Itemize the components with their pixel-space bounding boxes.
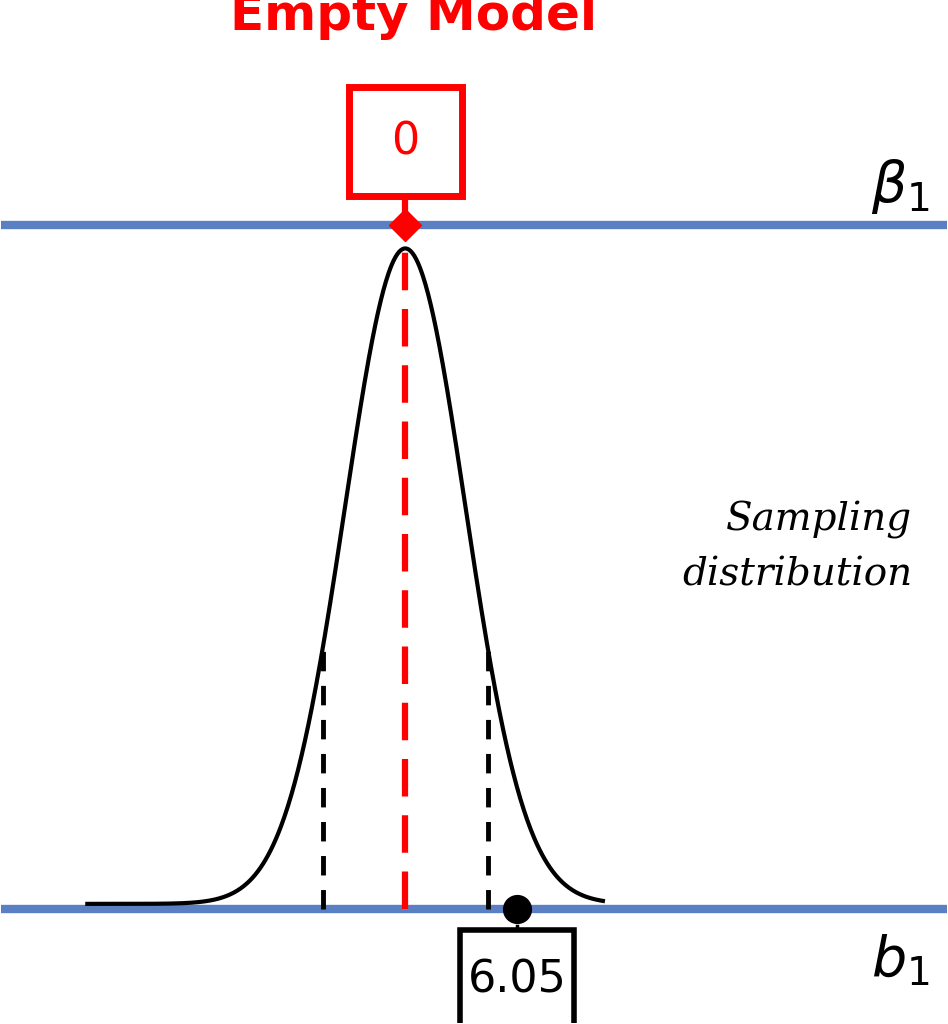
Text: 6.05: 6.05 [467,958,566,1001]
Text: Sampling
distribution: Sampling distribution [683,502,912,594]
Text: Empty Model: Empty Model [230,0,597,40]
Text: 0: 0 [392,120,419,163]
Text: $\beta_1$: $\beta_1$ [870,158,929,216]
Text: $b_1$: $b_1$ [871,934,929,988]
FancyBboxPatch shape [460,930,574,1024]
FancyBboxPatch shape [349,87,462,197]
